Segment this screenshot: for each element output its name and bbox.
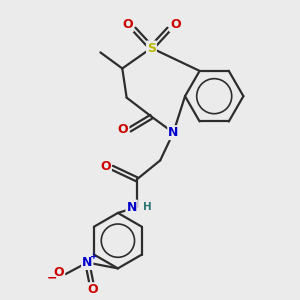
- Text: O: O: [118, 123, 128, 136]
- Text: H: H: [143, 202, 152, 212]
- Text: O: O: [170, 18, 181, 31]
- Text: −: −: [47, 271, 58, 284]
- Text: N: N: [126, 201, 137, 214]
- Text: S: S: [147, 41, 156, 55]
- Text: +: +: [90, 252, 98, 261]
- Text: O: O: [122, 18, 133, 31]
- Text: O: O: [88, 283, 98, 296]
- Text: O: O: [100, 160, 111, 173]
- Text: O: O: [54, 266, 64, 279]
- Text: N: N: [82, 256, 92, 269]
- Text: N: N: [168, 126, 178, 139]
